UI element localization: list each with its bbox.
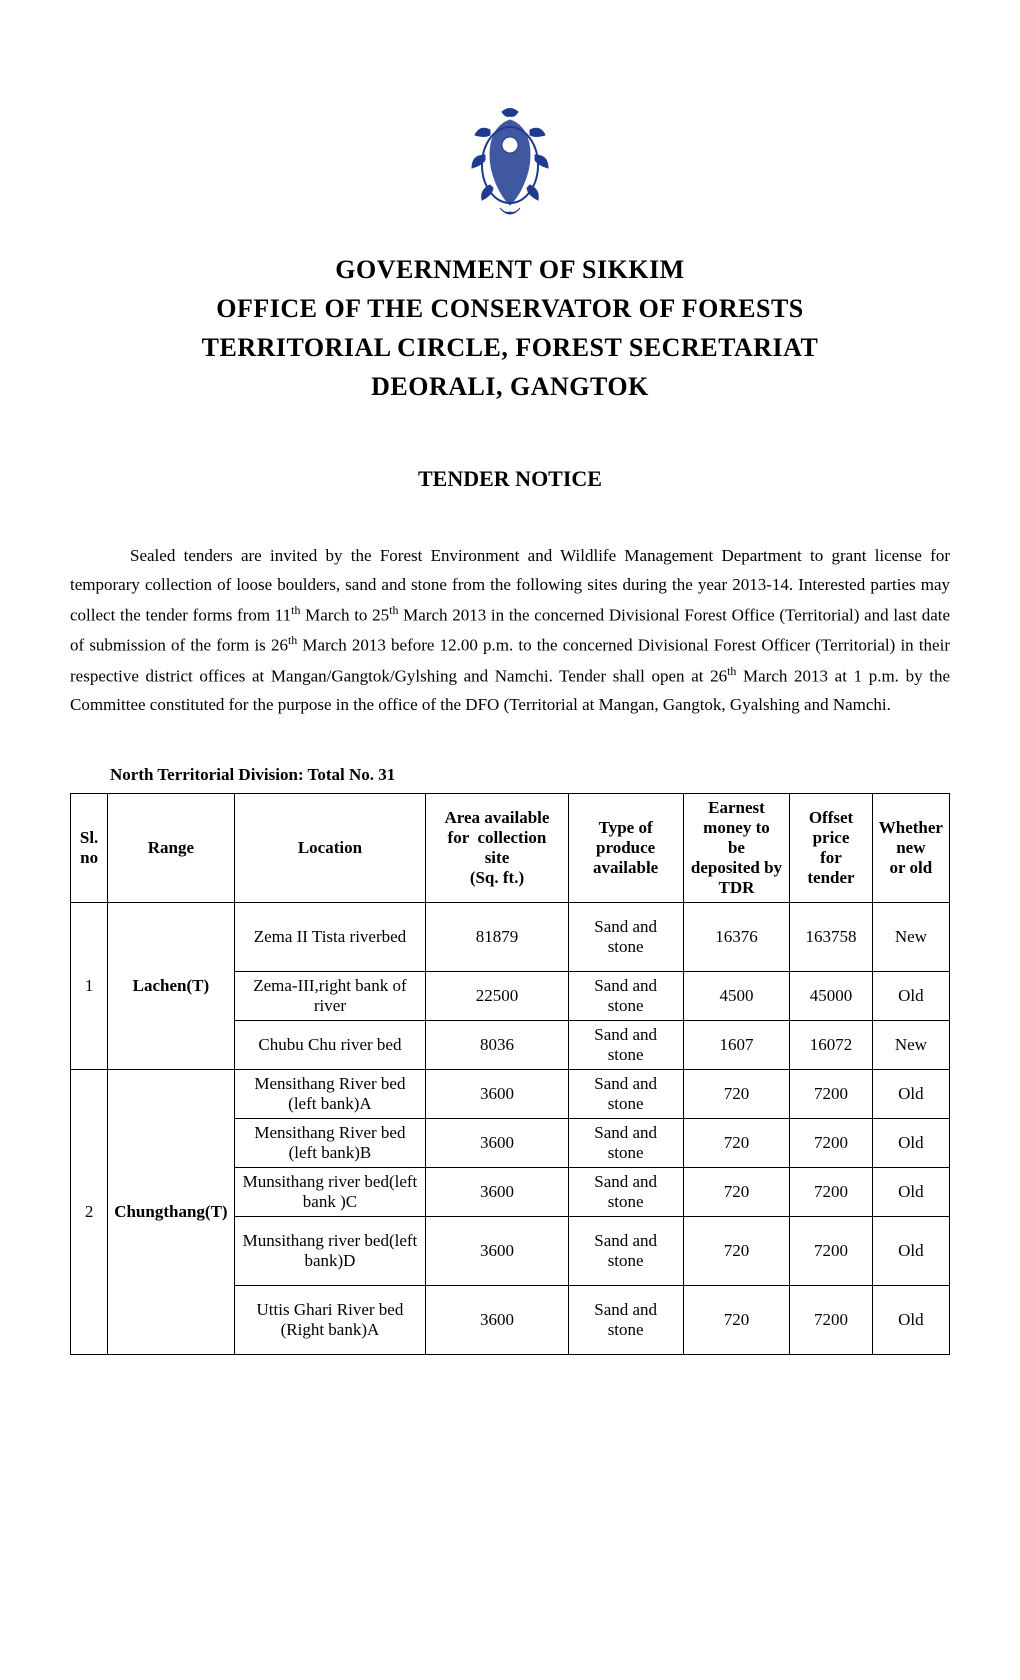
header-block: GOVERNMENT OF SIKKIM OFFICE OF THE CONSE…: [70, 250, 950, 406]
cell-type: Sand and stone: [568, 1119, 683, 1168]
cell-earnest: 720: [683, 1168, 790, 1217]
cell-whether: New: [872, 1021, 949, 1070]
cell-whether: Old: [872, 1119, 949, 1168]
cell-offset: 7200: [790, 1070, 872, 1119]
cell-location: Mensithang River bed (left bank)A: [234, 1070, 426, 1119]
cell-offset: 163758: [790, 903, 872, 972]
body-paragraph: Sealed tenders are invited by the Forest…: [70, 542, 950, 720]
header-line-3: TERRITORIAL CIRCLE, FOREST SECRETARIAT: [70, 328, 950, 367]
table-row: 1Lachen(T)Zema II Tista riverbed81879San…: [71, 903, 950, 972]
cell-location: Chubu Chu river bed: [234, 1021, 426, 1070]
tender-table: Sl.no Range Location Area available for …: [70, 793, 950, 1355]
cell-offset: 7200: [790, 1217, 872, 1286]
cell-location: Zema II Tista riverbed: [234, 903, 426, 972]
col-sl: Sl.no: [71, 794, 108, 903]
cell-type: Sand and stone: [568, 903, 683, 972]
cell-earnest: 16376: [683, 903, 790, 972]
col-earnest: Earnest money tobedeposited by TDR: [683, 794, 790, 903]
cell-offset: 16072: [790, 1021, 872, 1070]
cell-offset: 7200: [790, 1168, 872, 1217]
cell-area: 22500: [426, 972, 568, 1021]
cell-sl: 1: [71, 903, 108, 1070]
cell-location: Zema-III,right bank of river: [234, 972, 426, 1021]
col-type: Type of produceavailable: [568, 794, 683, 903]
col-location: Location: [234, 794, 426, 903]
cell-area: 3600: [426, 1217, 568, 1286]
cell-offset: 7200: [790, 1119, 872, 1168]
cell-whether: New: [872, 903, 949, 972]
cell-type: Sand and stone: [568, 1070, 683, 1119]
cell-whether: Old: [872, 1070, 949, 1119]
cell-whether: Old: [872, 972, 949, 1021]
table-header-row: Sl.no Range Location Area available for …: [71, 794, 950, 903]
col-whether: Whethernewor old: [872, 794, 949, 903]
cell-offset: 45000: [790, 972, 872, 1021]
cell-type: Sand and stone: [568, 1021, 683, 1070]
cell-area: 3600: [426, 1286, 568, 1355]
table-row: 2Chungthang(T)Mensithang River bed (left…: [71, 1070, 950, 1119]
cell-location: Munsithang river bed(left bank )C: [234, 1168, 426, 1217]
header-line-2: OFFICE OF THE CONSERVATOR OF FORESTS: [70, 289, 950, 328]
emblem-icon: [460, 100, 560, 230]
col-offset: Offset pricefortender: [790, 794, 872, 903]
cell-earnest: 720: [683, 1286, 790, 1355]
cell-earnest: 720: [683, 1070, 790, 1119]
cell-earnest: 720: [683, 1217, 790, 1286]
header-line-1: GOVERNMENT OF SIKKIM: [70, 250, 950, 289]
cell-sl: 2: [71, 1070, 108, 1355]
cell-range: Chungthang(T): [108, 1070, 234, 1355]
logo-container: [70, 100, 950, 235]
cell-type: Sand and stone: [568, 1217, 683, 1286]
cell-earnest: 1607: [683, 1021, 790, 1070]
division-title: North Territorial Division: Total No. 31: [110, 765, 950, 785]
cell-area: 3600: [426, 1119, 568, 1168]
table-body: 1Lachen(T)Zema II Tista riverbed81879San…: [71, 903, 950, 1355]
cell-area: 3600: [426, 1168, 568, 1217]
notice-title: TENDER NOTICE: [70, 466, 950, 492]
cell-whether: Old: [872, 1286, 949, 1355]
col-range: Range: [108, 794, 234, 903]
cell-area: 3600: [426, 1070, 568, 1119]
cell-earnest: 720: [683, 1119, 790, 1168]
cell-range: Lachen(T): [108, 903, 234, 1070]
cell-type: Sand and stone: [568, 1168, 683, 1217]
cell-area: 81879: [426, 903, 568, 972]
col-area: Area available for collectionsite(Sq. ft…: [426, 794, 568, 903]
cell-type: Sand and stone: [568, 972, 683, 1021]
cell-location: Mensithang River bed (left bank)B: [234, 1119, 426, 1168]
cell-offset: 7200: [790, 1286, 872, 1355]
cell-whether: Old: [872, 1217, 949, 1286]
header-line-4: DEORALI, GANGTOK: [70, 367, 950, 406]
cell-location: Munsithang river bed(left bank)D: [234, 1217, 426, 1286]
cell-earnest: 4500: [683, 972, 790, 1021]
cell-location: Uttis Ghari River bed (Right bank)A: [234, 1286, 426, 1355]
cell-area: 8036: [426, 1021, 568, 1070]
cell-type: Sand and stone: [568, 1286, 683, 1355]
cell-whether: Old: [872, 1168, 949, 1217]
